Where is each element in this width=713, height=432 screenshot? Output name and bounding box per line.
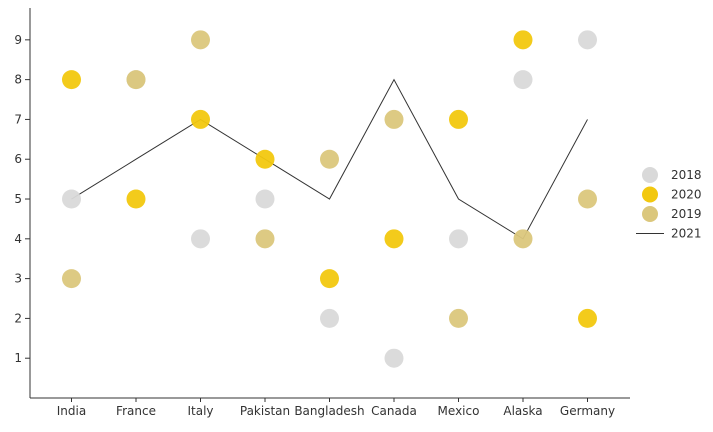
data-point-2020 [126,189,146,209]
x-tick-label: France [116,404,156,418]
y-axis-ticks: 1 2 3 4 5 6 7 8 9 [14,33,30,365]
x-tick-label: Bangladesh [294,404,364,418]
data-point-2019 [255,229,275,249]
data-point-2019 [320,149,339,169]
data-point-2018 [191,229,210,249]
data-point-2020 [449,109,468,129]
data-point-2020 [255,149,275,169]
data-point-2020 [320,269,339,289]
data-point-2019 [578,189,597,209]
y-tick-label: 6 [14,152,22,166]
y-tick-label: 3 [14,272,22,286]
legend-label-2020: 2020 [671,188,702,202]
legend-swatch-2018 [642,167,658,183]
data-point-2020 [513,30,533,50]
data-point-2018 [384,348,404,368]
y-tick-label: 1 [14,351,22,365]
data-point-2020 [62,70,81,90]
legend-label-2021: 2021 [671,227,702,241]
data-point-2019 [513,229,533,249]
y-tick-label: 7 [14,112,22,126]
data-point-2019 [449,308,468,328]
data-point-2018 [578,30,597,50]
x-tick-label: Canada [371,404,417,418]
series-line-2021 [71,78,588,240]
legend-swatch-2019 [642,206,658,222]
data-point-2018 [255,189,275,209]
x-tick-label: Mexico [438,404,480,418]
data-point-2018 [320,308,339,328]
data-point-2018 [513,70,533,90]
y-tick-label: 9 [14,33,22,47]
data-point-2018 [62,189,81,209]
x-axis-ticks: India France Italy Pakistan Bangladesh Canada… [57,398,615,418]
data-point-2019 [126,70,146,90]
y-tick-label: 8 [14,73,22,87]
legend-swatch-2020 [642,186,658,203]
data-point-2019 [384,109,404,129]
plot-marks [62,30,597,368]
x-tick-label: Germany [560,404,615,418]
data-point-2020 [191,109,210,129]
x-tick-label: Alaska [503,404,542,418]
legend-label-2019: 2019 [671,207,702,221]
x-tick-label: Pakistan [240,404,290,418]
data-point-2020 [578,308,597,328]
x-tick-label: India [57,404,86,418]
data-point-2018 [449,229,468,249]
legend: 2018 2020 2019 2021 [636,167,702,241]
y-tick-label: 4 [14,232,22,246]
y-tick-label: 2 [14,311,22,325]
legend-label-2018: 2018 [671,168,702,182]
data-point-2020 [384,229,404,249]
data-point-2019 [62,269,81,289]
x-tick-label: Italy [187,404,213,418]
y-tick-label: 5 [14,192,22,206]
data-point-2019 [191,30,210,50]
